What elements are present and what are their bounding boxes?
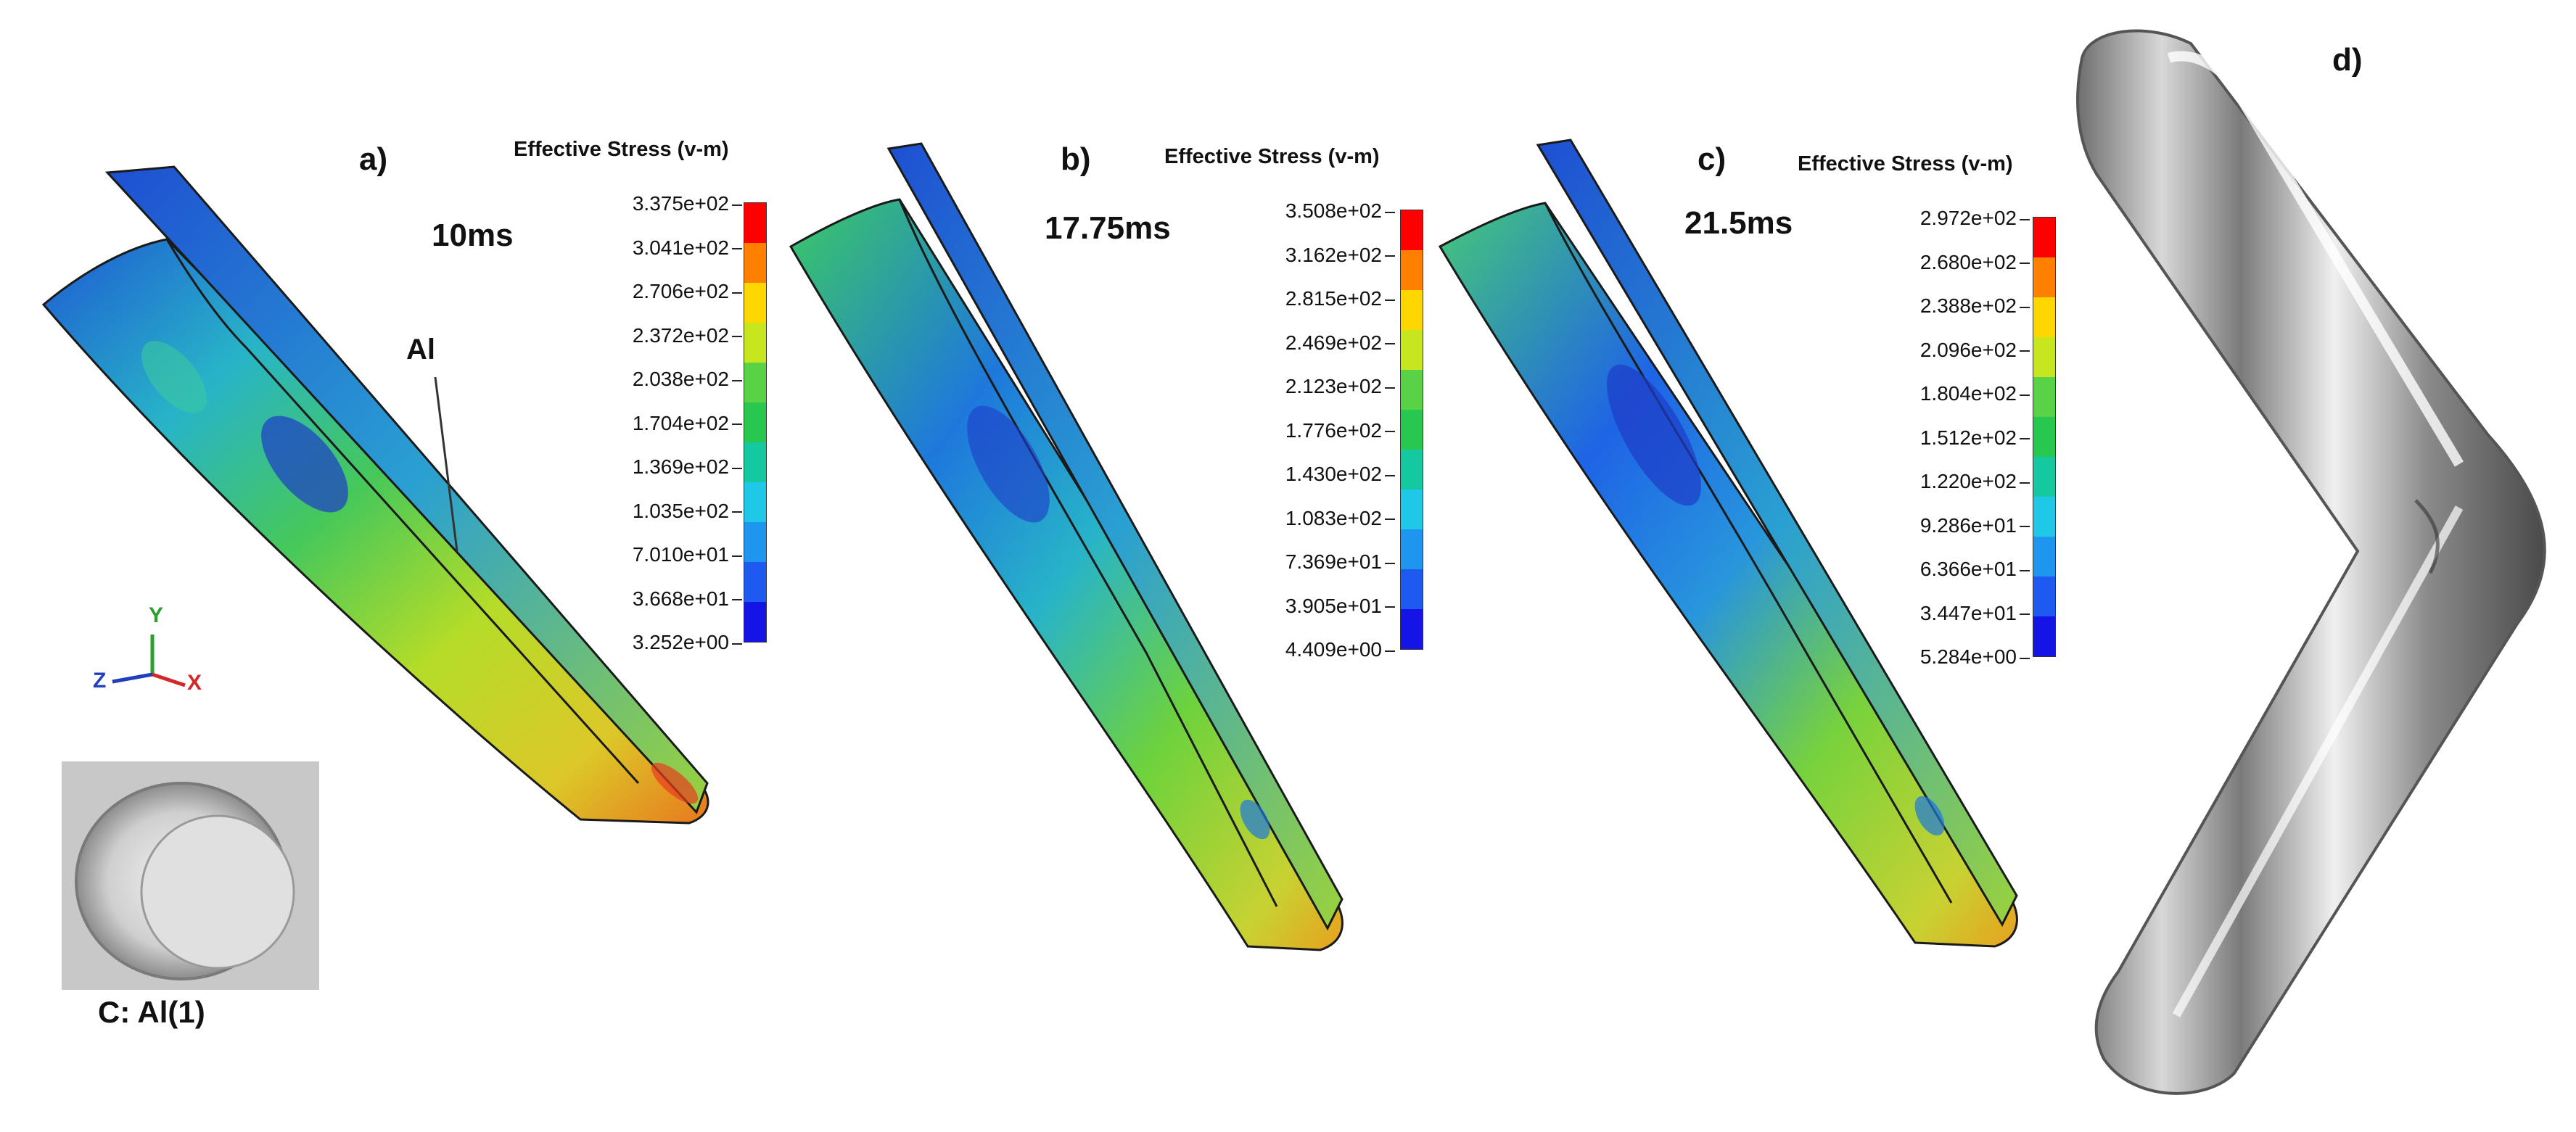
legend-tick-label: 4.409e+00 xyxy=(1285,638,1395,661)
panel-c-time: 21.5ms xyxy=(1684,205,1793,241)
colorbar-segment xyxy=(1401,450,1423,489)
legend-tick-label: 1.704e+02 xyxy=(633,412,742,435)
colorbar-segment xyxy=(1401,330,1423,370)
colorbar-segment xyxy=(2033,577,2055,616)
legend-tick-label: 3.162e+02 xyxy=(1285,244,1395,267)
colorbar-segment xyxy=(2033,337,2055,377)
colorbar-segment xyxy=(1401,569,1423,609)
legend-tick-label: 1.512e+02 xyxy=(1920,426,2030,450)
legend-tick-label: 2.815e+02 xyxy=(1285,287,1395,310)
panel-b-legend-title: Effective Stress (v-m) xyxy=(1164,145,1380,168)
legend-tick-label: 6.366e+01 xyxy=(1920,558,2030,581)
legend-tick-label: 2.469e+02 xyxy=(1285,331,1395,355)
colorbar-segment xyxy=(1401,250,1423,290)
material-callout: Al xyxy=(406,334,435,365)
axis-y-label: Y xyxy=(149,603,164,627)
colorbar-segment xyxy=(744,243,766,283)
legend-tick-label: 3.041e+02 xyxy=(633,236,742,260)
legend-tick-label: 2.038e+02 xyxy=(633,368,742,391)
colorbar-segment xyxy=(2033,297,2055,337)
legend-tick-label: 2.123e+02 xyxy=(1285,375,1395,398)
legend-tick-label: 5.284e+00 xyxy=(1920,645,2030,669)
panel-a-time: 10ms xyxy=(432,218,514,253)
colorbar-segment xyxy=(744,482,766,522)
panel-c-label: c) xyxy=(1698,141,1727,177)
colorbar-segment xyxy=(744,522,766,562)
legend-tick-label: 9.286e+01 xyxy=(1920,514,2030,537)
legend-tick-label: 3.508e+02 xyxy=(1285,199,1395,223)
bent-tube-photo xyxy=(2076,29,2546,1095)
colorbar-segment xyxy=(2033,537,2055,577)
colorbar-segment xyxy=(1401,529,1423,569)
panel-b-time: 17.75ms xyxy=(1045,210,1171,246)
photo-caption: C: Al(1) xyxy=(98,995,205,1029)
colorbar-segment xyxy=(2033,616,2055,656)
colorbar-segment xyxy=(2033,377,2055,417)
axis-z-label: Z xyxy=(93,669,107,693)
colorbar-segment xyxy=(2033,417,2055,457)
colorbar-segment xyxy=(1401,609,1423,649)
colorbar-segment xyxy=(744,442,766,482)
colorbar-segment xyxy=(1401,489,1423,529)
axis-x-label: X xyxy=(187,671,202,695)
panel-b-label: b) xyxy=(1061,141,1091,177)
colorbar xyxy=(2033,217,2056,657)
panel-d-label: d) xyxy=(2332,42,2363,78)
legend-tick-label: 3.375e+02 xyxy=(633,192,742,215)
axes-triad-icon xyxy=(112,635,186,687)
fe-shell-b xyxy=(789,142,1343,951)
legend-tick-label: 3.668e+01 xyxy=(633,587,742,611)
panel-a-label: a) xyxy=(359,141,388,177)
legend-tick-label: 1.776e+02 xyxy=(1285,419,1395,442)
legend-tick-label: 2.706e+02 xyxy=(633,280,742,303)
colorbar-segment xyxy=(744,402,766,442)
legend-tick-label: 1.220e+02 xyxy=(1920,470,2030,493)
fe-shell-c xyxy=(1438,139,2018,948)
legend-tick-label: 2.388e+02 xyxy=(1920,294,2030,318)
colorbar-segment xyxy=(744,283,766,323)
colorbar-segment xyxy=(744,323,766,363)
legend-tick-label: 1.083e+02 xyxy=(1285,507,1395,530)
colorbar-segment xyxy=(2033,497,2055,537)
panel-c-legend-title: Effective Stress (v-m) xyxy=(1798,152,2013,175)
colorbar-segment xyxy=(1401,410,1423,450)
legend-tick-label: 2.372e+02 xyxy=(633,324,742,347)
colorbar-segment xyxy=(1401,210,1423,250)
legend-tick-label: 1.430e+02 xyxy=(1285,463,1395,486)
legend-tick-label: 1.369e+02 xyxy=(633,455,742,479)
legend-tick-label: 7.010e+01 xyxy=(633,543,742,566)
colorbar-segment xyxy=(2033,257,2055,297)
legend-tick-label: 1.035e+02 xyxy=(633,500,742,523)
legend-tick-label: 1.804e+02 xyxy=(1920,382,2030,405)
legend-tick-label: 3.447e+01 xyxy=(1920,602,2030,625)
legend-tick-label: 3.252e+00 xyxy=(633,631,742,654)
legend-tick-label: 3.905e+01 xyxy=(1285,595,1395,618)
colorbar-segment xyxy=(744,562,766,602)
colorbar xyxy=(744,202,767,643)
colorbar-segment xyxy=(2033,218,2055,257)
colorbar-segment xyxy=(744,203,766,243)
colorbar-segment xyxy=(744,363,766,402)
colorbar-segment xyxy=(1401,370,1423,410)
panel-a-legend-title: Effective Stress (v-m) xyxy=(514,138,729,161)
legend-tick-label: 2.096e+02 xyxy=(1920,339,2030,362)
colorbar xyxy=(1400,210,1423,650)
al-callout-leader xyxy=(434,376,458,552)
colorbar-segment xyxy=(2033,457,2055,497)
fe-shell-a xyxy=(41,165,709,825)
legend-tick-label: 2.680e+02 xyxy=(1920,251,2030,274)
colorbar-segment xyxy=(1401,290,1423,330)
legend-tick-label: 7.369e+01 xyxy=(1285,550,1395,574)
legend-tick-label: 2.972e+02 xyxy=(1920,207,2030,230)
colorbar-segment xyxy=(744,602,766,642)
al-ring-photo xyxy=(62,761,319,990)
